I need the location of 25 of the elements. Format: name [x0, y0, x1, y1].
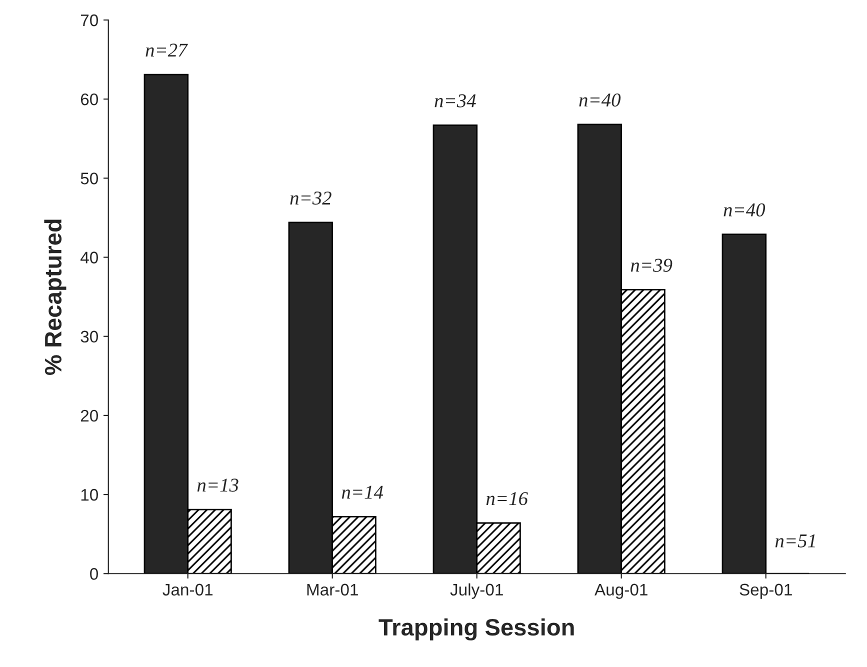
x-tick-label: Jan-01 — [162, 584, 213, 596]
y-tick-label: 0 — [90, 568, 98, 580]
annotation: n=32 — [290, 192, 332, 205]
x-tick-label: July-01 — [450, 583, 503, 599]
y-tick-label: 10 — [81, 488, 98, 501]
annotation: n=14 — [342, 486, 384, 499]
y-tick-label: 30 — [80, 330, 98, 343]
annotation: n=51 — [775, 534, 815, 548]
annotation: n=39 — [630, 258, 672, 272]
y-tick-label: 20 — [80, 410, 98, 422]
x-tick-label: Aug-01 — [594, 584, 648, 599]
y-tick-label: 70 — [80, 14, 98, 26]
annotation: n=40 — [579, 93, 621, 107]
x-tick-label: Mar-01 — [307, 584, 358, 596]
annotation: n=13 — [197, 478, 238, 492]
x-tick-label: Sep-01 — [740, 584, 792, 599]
y-axis-title: % Recaptured — [44, 220, 66, 375]
annotation: n=16 — [486, 492, 528, 506]
annotation: n=40 — [724, 203, 766, 216]
y-tick-label: 50 — [80, 172, 98, 184]
y-tick-label: 60 — [80, 94, 98, 106]
x-axis-title: Trapping Session — [378, 618, 574, 640]
annotation: n=34 — [434, 94, 476, 108]
annotation: n=27 — [146, 44, 188, 57]
y-tick-label: 40 — [80, 252, 98, 264]
